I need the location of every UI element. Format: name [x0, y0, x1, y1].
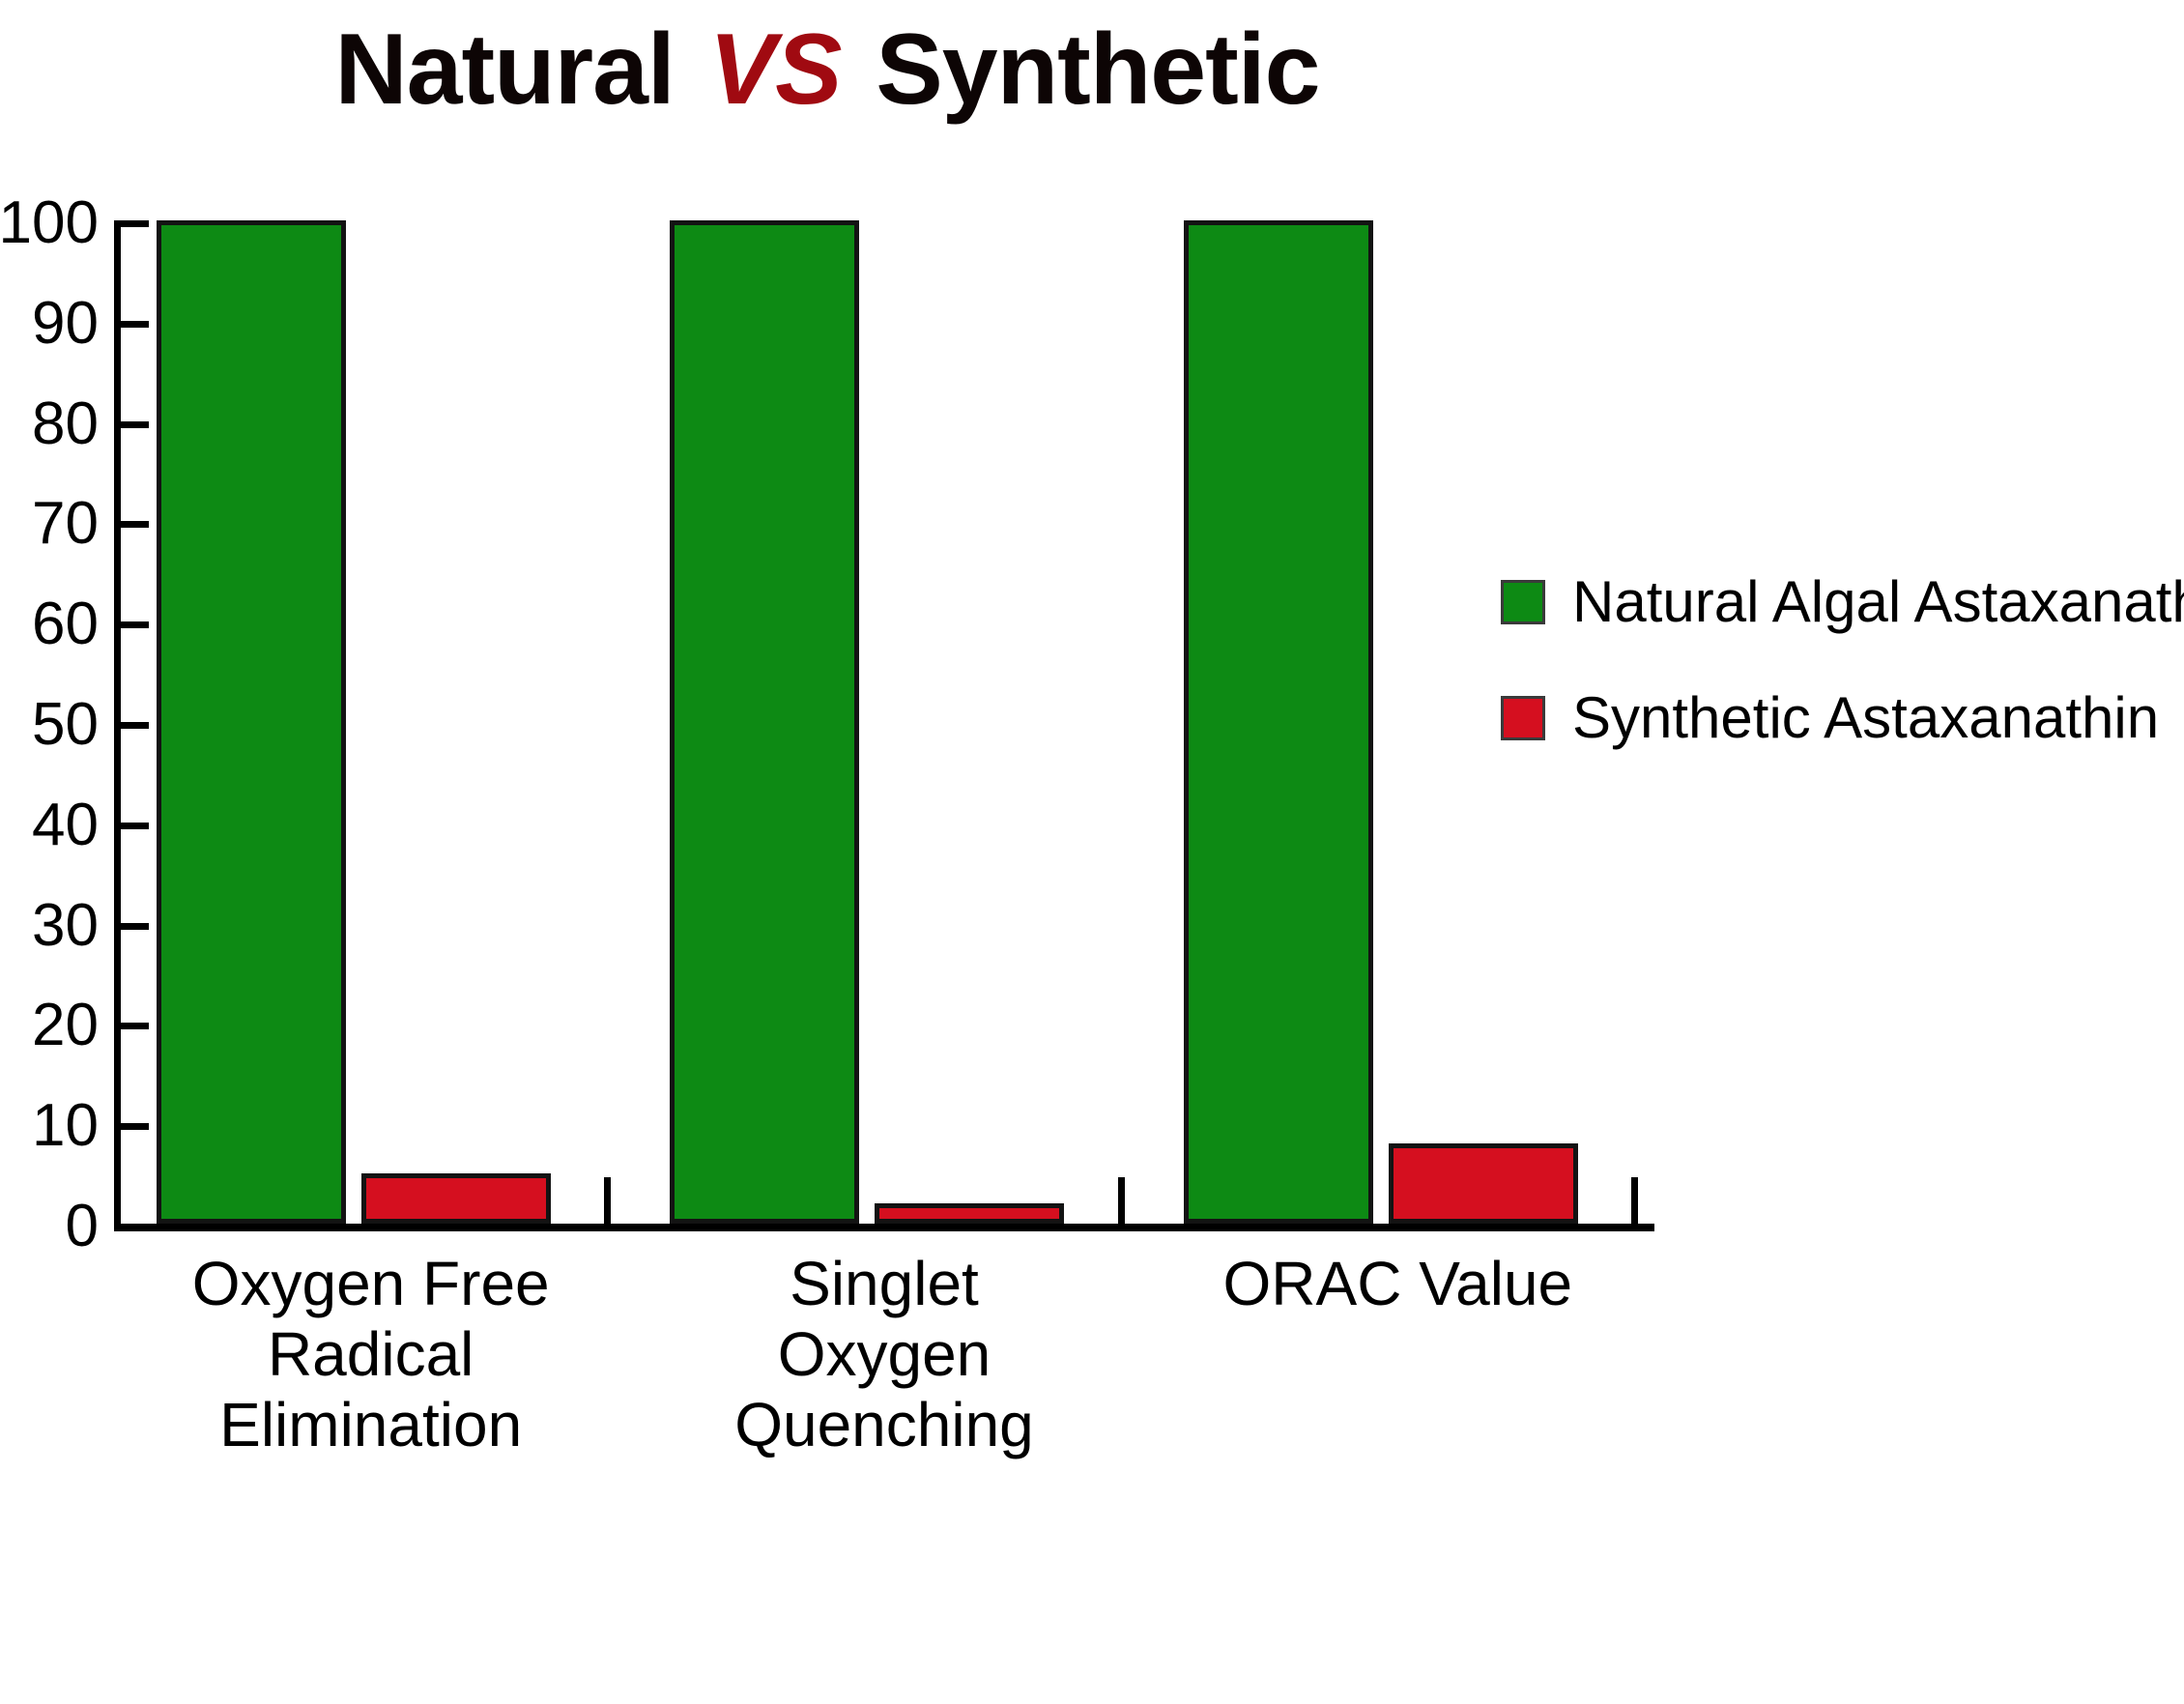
bar-3-synthetic [1388, 1142, 1578, 1224]
y-axis-tick-mark [114, 420, 149, 428]
x-axis-label-line: ORAC Value [1222, 1249, 1573, 1318]
x-axis-label-line: Oxygen [777, 1318, 991, 1389]
y-axis-tick-mark [114, 320, 149, 328]
x-axis-label-line: Oxygen Free [191, 1249, 550, 1318]
y-axis-tick-label: 0 [65, 1193, 99, 1259]
plot-area: 100 90 80 70 60 50 40 30 20 10 0 [0, 193, 1654, 1256]
legend-item-label: Natural Algal Astaxanathin [1572, 569, 2184, 634]
chart-title-suffix: Synthetic [876, 14, 1320, 126]
y-axis-tick-mark [114, 621, 149, 629]
x-axis-divider [1117, 1177, 1125, 1224]
chart-title: Natural VS Synthetic [0, 14, 1654, 126]
y-axis-tick-label: 60 [32, 591, 99, 658]
y-axis-tick-label: 90 [32, 289, 99, 357]
x-axis-line [114, 1224, 1654, 1231]
x-axis-label-line: Radical [267, 1318, 474, 1389]
y-axis-tick-label: 10 [32, 1092, 99, 1160]
chart-title-prefix: Natural [334, 14, 675, 126]
x-axis-divider [1631, 1177, 1638, 1224]
x-axis-label-3: ORAC Value [1141, 1249, 1654, 1319]
legend-item-natural[interactable]: Natural Algal Astaxanathin [1501, 573, 2184, 631]
y-axis-tick-label: 40 [32, 791, 99, 858]
x-axis-divider [604, 1177, 612, 1224]
x-axis-label-line: Singlet [790, 1249, 979, 1318]
y-axis-tick-mark [114, 1123, 149, 1131]
y-axis-tick-mark [114, 1023, 149, 1030]
y-axis-tick-label: 70 [32, 490, 99, 558]
legend-item-label: Synthetic Astaxanathin [1572, 685, 2160, 750]
bar-2-synthetic [875, 1203, 1065, 1224]
legend-item-synthetic[interactable]: Synthetic Astaxanathin [1501, 689, 2184, 747]
bar-2-natural [670, 220, 860, 1224]
legend-swatch-natural [1501, 580, 1545, 624]
x-axis-label-line: Quenching [734, 1389, 1034, 1459]
y-axis-tick-label: 30 [32, 891, 99, 959]
x-axis-label-line: Elimination [219, 1389, 523, 1459]
y-axis-tick-label: 20 [32, 992, 99, 1059]
y-axis-tick-mark [114, 822, 149, 829]
x-axis-label-2: Singlet Oxygen Quenching [627, 1249, 1140, 1460]
x-axis-label-1: Oxygen Free Radical Elimination [114, 1249, 627, 1460]
y-axis-tick-label: 80 [32, 390, 99, 457]
chart-legend: Natural Algal Astaxanathin Synthetic Asta… [1501, 573, 2184, 805]
bar-1-natural [157, 220, 346, 1224]
y-axis-tick-mark [114, 521, 149, 529]
y-axis-tick-mark [114, 1224, 149, 1230]
legend-swatch-synthetic [1501, 696, 1545, 740]
y-axis-tick-label: 100 [0, 189, 99, 256]
bar-3-natural [1183, 220, 1373, 1224]
bar-1-synthetic [361, 1173, 551, 1224]
y-axis-tick-label: 50 [32, 691, 99, 758]
y-axis-tick-mark [114, 922, 149, 930]
y-axis-tick-mark [114, 722, 149, 729]
y-axis-tick-mark [114, 220, 149, 227]
chart-title-vs: VS [708, 14, 843, 126]
